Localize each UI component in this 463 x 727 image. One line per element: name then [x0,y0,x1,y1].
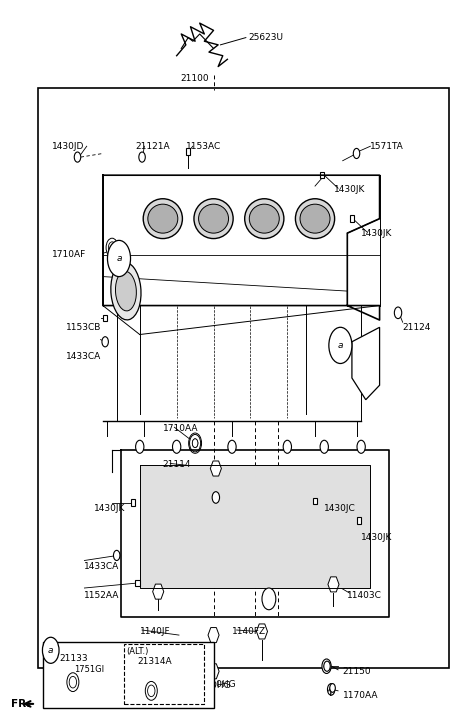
Circle shape [102,337,108,347]
Circle shape [192,439,197,448]
Ellipse shape [300,204,329,233]
Circle shape [319,441,328,454]
Text: a: a [337,341,343,350]
Circle shape [212,491,219,503]
Polygon shape [351,327,379,400]
Text: 11403C: 11403C [347,591,382,600]
Circle shape [189,435,200,452]
Circle shape [262,588,275,610]
Circle shape [135,441,144,454]
Text: 1430JK: 1430JK [360,533,392,542]
Text: 1430JK: 1430JK [360,228,392,238]
Circle shape [74,152,81,162]
Ellipse shape [111,262,141,320]
Text: 1140HG: 1140HG [194,681,231,690]
Ellipse shape [194,198,232,238]
Polygon shape [207,627,219,643]
Text: 1152AA: 1152AA [84,591,119,600]
Circle shape [188,433,201,454]
Circle shape [192,439,197,448]
Circle shape [329,683,335,692]
Text: 1170AA: 1170AA [342,691,377,699]
Circle shape [69,676,76,688]
FancyBboxPatch shape [186,148,190,155]
Polygon shape [210,461,221,476]
Ellipse shape [148,204,177,233]
Text: 1430JK: 1430JK [333,185,364,194]
Polygon shape [327,577,338,592]
Circle shape [138,152,145,162]
Text: 1430JD: 1430JD [52,142,84,150]
Bar [43,643,213,707]
Text: 1140FZ: 1140FZ [232,627,266,636]
Text: 1433CA: 1433CA [84,562,119,571]
Text: a: a [116,254,121,263]
Ellipse shape [295,198,334,238]
Circle shape [107,241,130,276]
Bar [123,645,204,704]
FancyBboxPatch shape [319,172,323,178]
Text: 1430JK: 1430JK [94,504,125,513]
Bar [38,88,448,667]
Text: 21150: 21150 [342,667,370,676]
Text: 1751GI: 1751GI [74,665,104,675]
Ellipse shape [198,204,228,233]
Text: 1571TA: 1571TA [369,142,403,150]
Text: FR.: FR. [11,699,30,709]
FancyBboxPatch shape [312,498,316,505]
Circle shape [321,659,331,673]
Circle shape [323,661,330,671]
Circle shape [227,441,236,454]
Text: 1153CB: 1153CB [66,323,101,332]
Circle shape [113,550,119,561]
Ellipse shape [115,271,136,311]
Text: 21100: 21100 [181,74,209,83]
Circle shape [67,672,79,691]
Text: 1710AF: 1710AF [52,250,86,260]
Text: 25623U: 25623U [248,33,282,42]
Text: 1433CA: 1433CA [66,352,101,361]
Circle shape [42,638,59,663]
Circle shape [356,441,364,454]
Polygon shape [207,664,219,679]
FancyBboxPatch shape [356,518,360,524]
Text: 21133: 21133 [59,654,88,663]
Circle shape [394,307,401,318]
Circle shape [147,685,155,696]
Text: (ALT.): (ALT.) [125,646,148,656]
Circle shape [327,683,334,695]
Text: 1430JC: 1430JC [324,504,355,513]
Circle shape [145,681,157,700]
Text: 1153AC: 1153AC [186,142,221,150]
Text: 21314A: 21314A [137,657,172,667]
Polygon shape [256,624,267,639]
Polygon shape [152,584,163,599]
FancyBboxPatch shape [135,579,139,586]
Bar [139,465,369,588]
Text: a: a [48,646,53,655]
Circle shape [106,238,118,257]
Text: 21124: 21124 [402,323,430,332]
Text: 1140JF: 1140JF [139,627,170,636]
Text: 21121A: 21121A [135,142,169,150]
FancyBboxPatch shape [103,315,107,321]
Text: 21114: 21114 [163,460,191,470]
FancyBboxPatch shape [131,499,135,506]
Text: 1710AA: 1710AA [163,424,198,433]
Text: 1140HG: 1140HG [199,680,236,688]
Ellipse shape [244,198,283,238]
Circle shape [108,242,116,254]
FancyBboxPatch shape [349,215,353,222]
Circle shape [328,327,351,364]
Circle shape [352,148,359,158]
Ellipse shape [143,198,182,238]
Ellipse shape [249,204,279,233]
Circle shape [282,441,291,454]
Circle shape [172,441,181,454]
